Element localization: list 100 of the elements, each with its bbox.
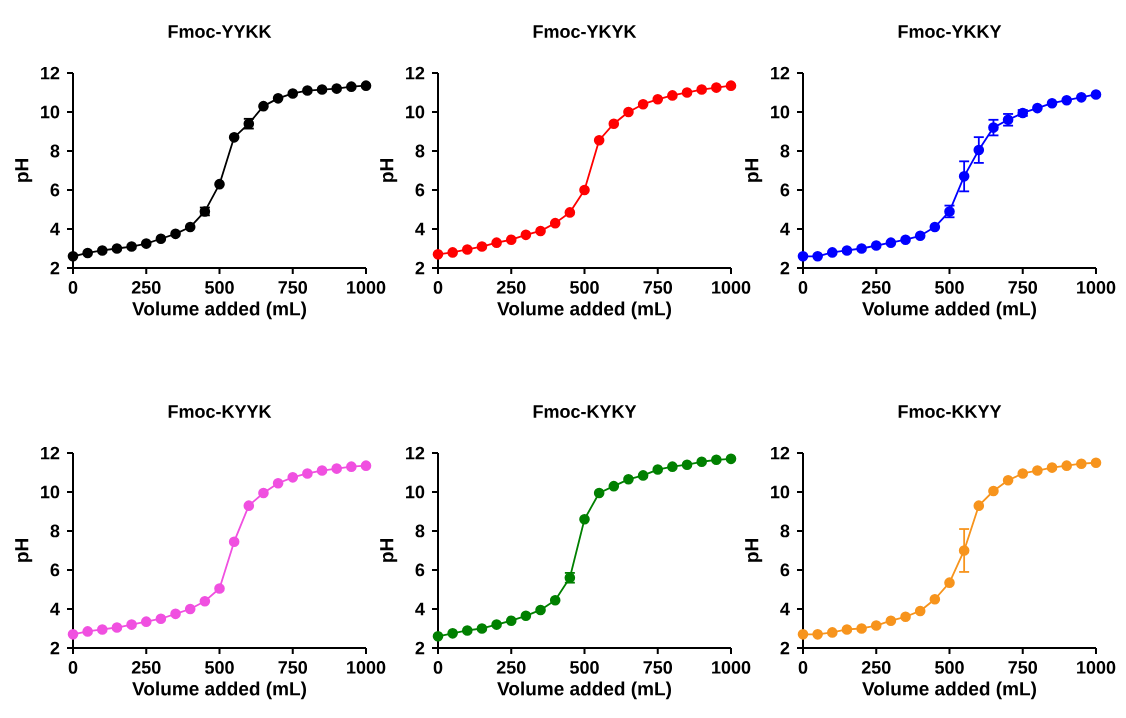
point [958,171,970,182]
point [1002,474,1014,486]
point [579,184,590,196]
x-tick-label: 250 [861,281,891,294]
point [1046,97,1058,109]
point [346,461,357,472]
point [667,461,678,472]
point [1090,89,1102,100]
x-tick-label: 250 [131,661,161,674]
x-tick-label: 750 [643,281,673,294]
chart-title: Fmoc-YKYK [533,25,637,38]
point [812,250,823,262]
point [681,459,693,470]
chart-title: Fmoc-YKKY [898,25,1002,38]
y-tick-label: 12 [771,66,790,80]
y-axis-title: pH [380,539,398,562]
point [432,630,444,642]
y-tick-label: 8 [415,144,425,158]
x-tick-label: 750 [1008,661,1038,674]
point [725,80,737,91]
x-axis-title: Volume added (mL) [132,681,307,700]
y-tick-label: 4 [780,222,790,236]
point [214,583,225,594]
y-tick-label: 2 [780,641,790,655]
point [272,93,284,104]
point [973,144,985,156]
point [331,463,342,474]
y-tick-label: 6 [415,183,425,197]
x-axis-title: Volume added (mL) [862,301,1036,320]
point [302,85,313,96]
point [67,629,79,640]
point [505,234,517,246]
point [944,577,955,588]
point [841,624,853,635]
y-axis-title: pH [15,539,33,562]
y-axis-title: pH [745,539,763,562]
point [346,81,357,92]
point [82,247,93,259]
x-axis-title: Volume added (mL) [132,301,307,320]
x-tick-label: 1000 [1077,661,1116,674]
point [1032,465,1043,476]
y-tick-label: 6 [415,563,425,577]
point [140,238,152,249]
point [97,245,108,256]
point [520,229,532,241]
point [491,237,502,248]
point [331,83,342,94]
x-tick-label: 1000 [347,661,386,674]
point [929,593,941,605]
point [214,178,225,190]
point [140,616,152,627]
y-tick-label: 6 [780,563,790,577]
point [812,629,823,640]
point [900,611,911,623]
point [447,247,458,258]
point [1090,457,1102,469]
point [272,477,284,489]
point [476,623,488,634]
x-tick-label: 750 [278,661,308,674]
point [228,536,240,548]
point [827,247,838,258]
point [126,619,137,630]
x-tick-label: 750 [278,281,308,294]
point [476,241,488,252]
point [652,464,664,475]
point [1061,94,1072,106]
point [725,453,737,465]
y-tick-label: 12 [41,446,60,460]
point [856,243,867,254]
point [243,500,255,511]
point [711,82,722,93]
point [316,465,328,476]
point [111,243,123,254]
x-axis-title: Volume added (mL) [497,301,671,320]
point [535,604,546,616]
y-tick-label: 4 [50,222,60,236]
point [549,217,561,229]
point [900,234,911,246]
point [520,610,532,622]
point [67,250,79,262]
y-tick-label: 10 [771,485,790,499]
y-tick-label: 12 [406,66,425,80]
point [170,228,181,240]
y-tick-label: 12 [771,446,790,460]
x-tick-label: 0 [798,661,808,674]
y-axis-title: pH [380,159,398,182]
y-tick-label: 2 [50,641,60,655]
x-tick-label: 500 [205,281,234,294]
point [1076,458,1087,470]
point [652,94,664,105]
point [1017,468,1029,479]
x-axis-title: Volume added (mL) [497,681,671,700]
y-axis-title: pH [15,159,33,182]
point [681,87,693,98]
point [462,625,473,636]
x-tick-label: 500 [570,281,599,294]
x-tick-label: 750 [643,661,673,674]
y-tick-label: 2 [50,261,60,275]
x-tick-label: 500 [205,661,234,674]
x-tick-label: 0 [433,281,443,294]
